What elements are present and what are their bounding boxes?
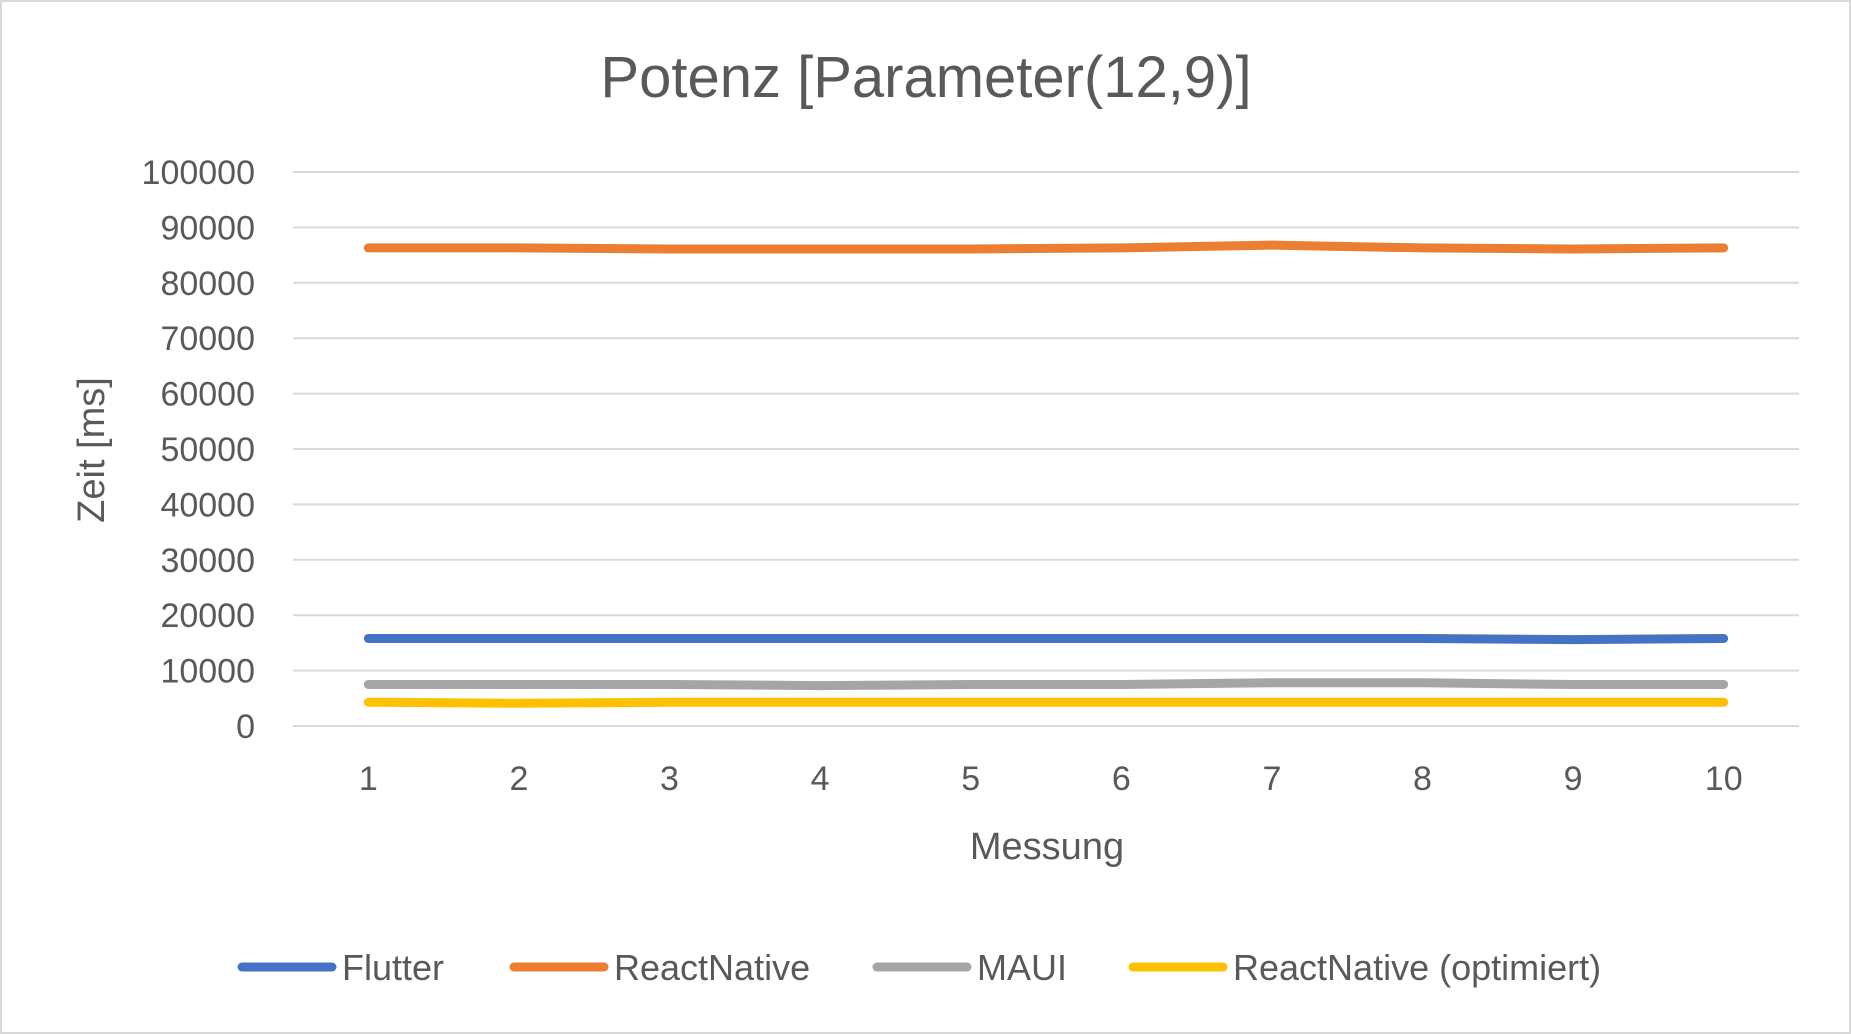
legend-label: Flutter [342,947,444,988]
y-tick-label: 90000 [160,209,255,247]
x-tick-label: 10 [1705,760,1743,798]
series-line-2 [363,240,1729,254]
chart-title: Potenz [Parameter(12,9)] [600,45,1251,110]
x-axis-title: Messung [970,826,1124,868]
x-tick-label: 4 [811,760,830,798]
legend-label: ReactNative [614,947,810,988]
y-tick-label: 40000 [160,486,255,524]
series-line-4 [363,697,1729,708]
x-tick-label: 8 [1413,760,1432,798]
series-lines [363,240,1729,708]
y-tick-label: 80000 [160,265,255,303]
legend-label: ReactNative (optimiert) [1233,947,1601,988]
x-tick-label: 1 [359,760,378,798]
x-tick-label: 6 [1112,760,1131,798]
y-tick-label: 100000 [142,154,255,192]
y-tick-label: 60000 [160,376,255,414]
x-tick-label: 9 [1564,760,1583,798]
legend: Flutter ReactNative MAUI ReactNative (optim… [237,947,1601,988]
y-axis-ticks: 0 10000 20000 30000 40000 50000 60000 70000 8000… [142,154,255,746]
x-tick-label: 3 [660,760,679,798]
y-tick-label: 70000 [160,320,255,358]
y-tick-label: 10000 [160,653,255,691]
y-tick-label: 50000 [160,431,255,469]
y-tick-label: 0 [236,708,255,746]
x-tick-label: 2 [509,760,528,798]
x-tick-label: 5 [961,760,980,798]
y-tick-label: 20000 [160,597,255,635]
x-tick-label: 7 [1262,760,1281,798]
gridlines [293,171,1799,727]
x-axis-ticks: 1 2 3 4 5 6 7 8 9 10 [359,760,1743,798]
y-tick-label: 30000 [160,542,255,580]
y-axis-title: Zeit [ms] [71,377,113,523]
series-line-3 [363,678,1729,691]
series-line-1 [363,634,1729,645]
legend-label: MAUI [977,947,1067,988]
